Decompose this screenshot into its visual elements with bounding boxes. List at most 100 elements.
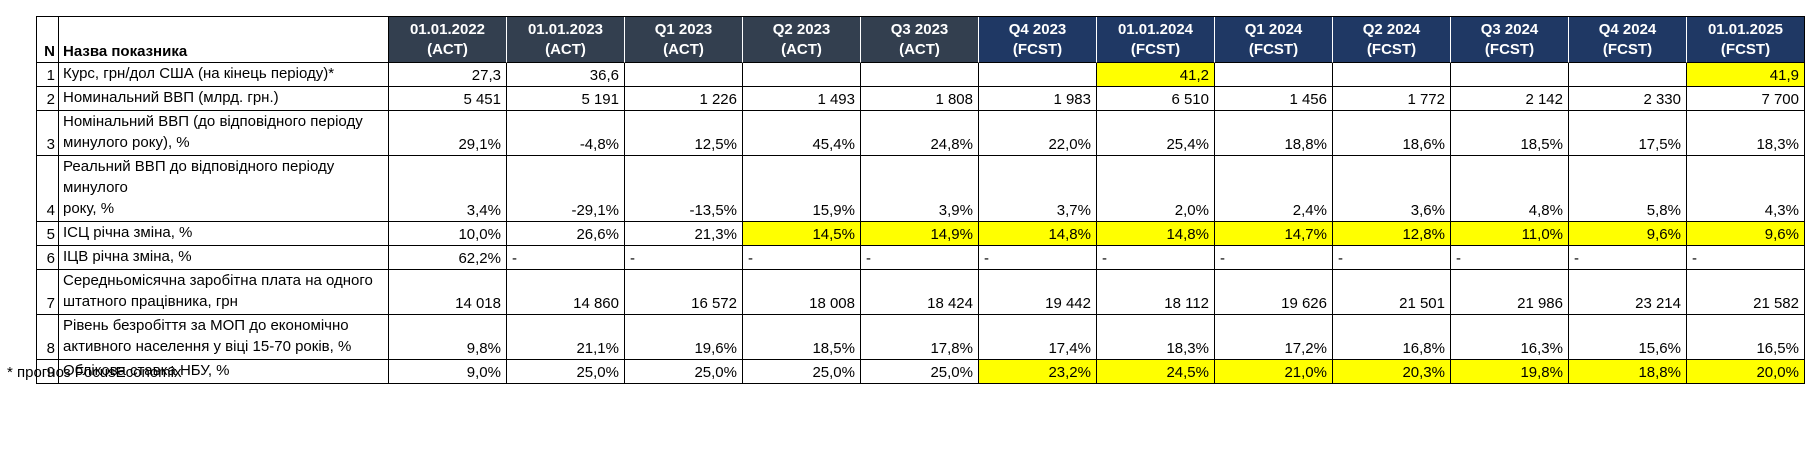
row-number-cell[interactable]: 2 [37, 87, 59, 111]
period-header-01.01.2025[interactable]: 01.01.2025 (FCST) [1687, 17, 1805, 63]
indicator-name-cell[interactable]: ІСЦ річна зміна, % [59, 222, 389, 246]
value-cell-Q4 2023[interactable] [979, 63, 1097, 87]
period-header-Q4 2024[interactable]: Q4 2024 (FCST) [1569, 17, 1687, 63]
value-cell-Q4 2023[interactable]: 14,8% [979, 222, 1097, 246]
value-cell-01.01.2023[interactable]: -29,1% [507, 156, 625, 222]
value-cell-Q4 2023[interactable]: 17,4% [979, 315, 1097, 360]
row-number-cell[interactable]: 7 [37, 270, 59, 315]
row-number-cell[interactable]: 3 [37, 111, 59, 156]
indicator-name-cell[interactable]: Номінальний ВВП (до відповідного періоду… [59, 111, 389, 156]
value-cell-Q1 2023[interactable]: -13,5% [625, 156, 743, 222]
value-cell-Q4 2024[interactable]: 2 330 [1569, 87, 1687, 111]
value-cell-Q3 2023[interactable]: 3,9% [861, 156, 979, 222]
value-cell-Q2 2024[interactable]: 18,6% [1333, 111, 1451, 156]
indicator-name-cell[interactable]: Середньомісячна заробітна плата на одног… [59, 270, 389, 315]
value-cell-Q1 2023[interactable]: 12,5% [625, 111, 743, 156]
value-cell-01.01.2025[interactable]: 9,6% [1687, 222, 1805, 246]
value-cell-Q1 2024[interactable] [1215, 63, 1333, 87]
row-number-cell[interactable]: 9 [37, 360, 59, 384]
value-cell-01.01.2022[interactable]: 14 018 [389, 270, 507, 315]
value-cell-Q2 2023[interactable]: 25,0% [743, 360, 861, 384]
value-cell-Q2 2024[interactable]: 12,8% [1333, 222, 1451, 246]
value-cell-01.01.2024[interactable]: 14,8% [1097, 222, 1215, 246]
value-cell-01.01.2023[interactable]: 14 860 [507, 270, 625, 315]
value-cell-Q4 2024[interactable]: 15,6% [1569, 315, 1687, 360]
value-cell-01.01.2025[interactable]: 21 582 [1687, 270, 1805, 315]
period-header-Q1 2024[interactable]: Q1 2024 (FCST) [1215, 17, 1333, 63]
value-cell-01.01.2022[interactable]: 9,0% [389, 360, 507, 384]
period-header-Q3 2024[interactable]: Q3 2024 (FCST) [1451, 17, 1569, 63]
row-number-cell[interactable]: 8 [37, 315, 59, 360]
period-header-Q3 2023[interactable]: Q3 2023 (ACT) [861, 17, 979, 63]
period-header-01.01.2023[interactable]: 01.01.2023 (ACT) [507, 17, 625, 63]
value-cell-01.01.2025[interactable]: 20,0% [1687, 360, 1805, 384]
period-header-Q1 2023[interactable]: Q1 2023 (ACT) [625, 17, 743, 63]
value-cell-Q3 2023[interactable]: 24,8% [861, 111, 979, 156]
value-cell-Q3 2024[interactable]: 16,3% [1451, 315, 1569, 360]
value-cell-01.01.2022[interactable]: 27,3 [389, 63, 507, 87]
value-cell-Q1 2023[interactable]: 1 226 [625, 87, 743, 111]
value-cell-Q2 2024[interactable]: 16,8% [1333, 315, 1451, 360]
value-cell-Q4 2023[interactable]: 22,0% [979, 111, 1097, 156]
value-cell-01.01.2024[interactable]: 41,2 [1097, 63, 1215, 87]
value-cell-01.01.2024[interactable]: 18,3% [1097, 315, 1215, 360]
value-cell-Q1 2024[interactable]: 1 456 [1215, 87, 1333, 111]
value-cell-Q2 2023[interactable]: 18,5% [743, 315, 861, 360]
value-cell-Q1 2023[interactable]: 19,6% [625, 315, 743, 360]
value-cell-01.01.2023[interactable]: - [507, 246, 625, 270]
value-cell-01.01.2022[interactable]: 29,1% [389, 111, 507, 156]
value-cell-Q3 2024[interactable]: 4,8% [1451, 156, 1569, 222]
period-header-Q2 2023[interactable]: Q2 2023 (ACT) [743, 17, 861, 63]
row-number-cell[interactable]: 1 [37, 63, 59, 87]
value-cell-Q2 2023[interactable]: - [743, 246, 861, 270]
value-cell-Q3 2023[interactable]: - [861, 246, 979, 270]
value-cell-Q1 2023[interactable]: 25,0% [625, 360, 743, 384]
value-cell-Q2 2024[interactable] [1333, 63, 1451, 87]
value-cell-Q4 2023[interactable]: - [979, 246, 1097, 270]
value-cell-Q4 2023[interactable]: 1 983 [979, 87, 1097, 111]
value-cell-Q1 2024[interactable]: 19 626 [1215, 270, 1333, 315]
period-header-01.01.2024[interactable]: 01.01.2024 (FCST) [1097, 17, 1215, 63]
value-cell-Q4 2024[interactable]: - [1569, 246, 1687, 270]
value-cell-Q2 2023[interactable]: 14,5% [743, 222, 861, 246]
value-cell-01.01.2022[interactable]: 5 451 [389, 87, 507, 111]
value-cell-Q3 2023[interactable] [861, 63, 979, 87]
value-cell-Q3 2023[interactable]: 18 424 [861, 270, 979, 315]
value-cell-01.01.2024[interactable]: 2,0% [1097, 156, 1215, 222]
value-cell-01.01.2022[interactable]: 9,8% [389, 315, 507, 360]
period-header-Q2 2024[interactable]: Q2 2024 (FCST) [1333, 17, 1451, 63]
value-cell-01.01.2024[interactable]: 18 112 [1097, 270, 1215, 315]
value-cell-Q1 2024[interactable]: 2,4% [1215, 156, 1333, 222]
value-cell-01.01.2025[interactable]: 7 700 [1687, 87, 1805, 111]
value-cell-Q1 2024[interactable]: - [1215, 246, 1333, 270]
value-cell-Q3 2023[interactable]: 14,9% [861, 222, 979, 246]
value-cell-01.01.2025[interactable]: 18,3% [1687, 111, 1805, 156]
value-cell-Q2 2024[interactable]: 21 501 [1333, 270, 1451, 315]
value-cell-01.01.2024[interactable]: 24,5% [1097, 360, 1215, 384]
value-cell-Q2 2023[interactable]: 45,4% [743, 111, 861, 156]
value-cell-Q1 2024[interactable]: 14,7% [1215, 222, 1333, 246]
value-cell-Q2 2024[interactable]: 3,6% [1333, 156, 1451, 222]
row-number-cell[interactable]: 6 [37, 246, 59, 270]
value-cell-Q1 2024[interactable]: 17,2% [1215, 315, 1333, 360]
value-cell-Q3 2024[interactable]: 21 986 [1451, 270, 1569, 315]
value-cell-Q1 2024[interactable]: 18,8% [1215, 111, 1333, 156]
value-cell-Q3 2023[interactable]: 1 808 [861, 87, 979, 111]
value-cell-01.01.2023[interactable]: 5 191 [507, 87, 625, 111]
value-cell-Q4 2024[interactable]: 5,8% [1569, 156, 1687, 222]
value-cell-Q4 2024[interactable]: 9,6% [1569, 222, 1687, 246]
value-cell-Q1 2023[interactable]: 21,3% [625, 222, 743, 246]
value-cell-Q4 2023[interactable]: 23,2% [979, 360, 1097, 384]
value-cell-01.01.2023[interactable]: 21,1% [507, 315, 625, 360]
value-cell-Q1 2024[interactable]: 21,0% [1215, 360, 1333, 384]
value-cell-Q2 2024[interactable]: - [1333, 246, 1451, 270]
indicator-name-cell[interactable]: Курс, грн/дол США (на кінець періоду)* [59, 63, 389, 87]
indicator-name-cell[interactable]: ІЦВ річна зміна, % [59, 246, 389, 270]
value-cell-01.01.2025[interactable]: 16,5% [1687, 315, 1805, 360]
value-cell-Q2 2023[interactable]: 1 493 [743, 87, 861, 111]
value-cell-Q3 2023[interactable]: 25,0% [861, 360, 979, 384]
value-cell-01.01.2025[interactable]: 41,9 [1687, 63, 1805, 87]
value-cell-01.01.2022[interactable]: 3,4% [389, 156, 507, 222]
value-cell-01.01.2022[interactable]: 62,2% [389, 246, 507, 270]
indicator-name-cell[interactable]: Облікова ставка НБУ, % [59, 360, 389, 384]
